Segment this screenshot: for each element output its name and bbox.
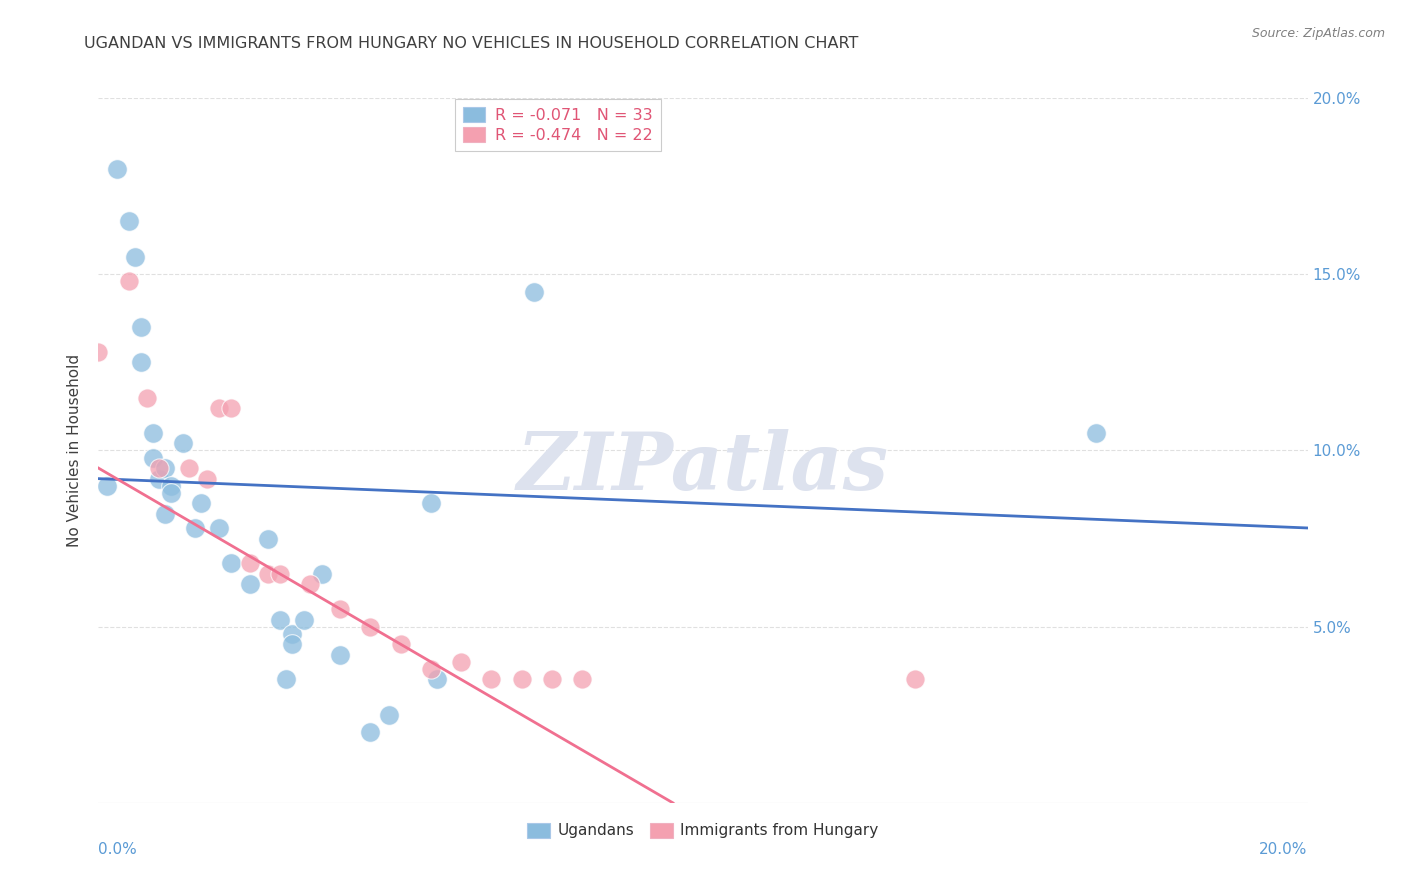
Y-axis label: No Vehicles in Household: No Vehicles in Household [67, 354, 83, 547]
Point [420, 662, 443, 676]
Point [172, 436, 194, 450]
Point [389, 637, 412, 651]
Point [118, 214, 141, 228]
Point [148, 461, 170, 475]
Point [540, 673, 562, 687]
Point [179, 461, 201, 475]
Text: 20.0%: 20.0% [1260, 841, 1308, 856]
Point [96, 478, 118, 492]
Point [450, 655, 472, 669]
Point [153, 461, 176, 475]
Point [329, 648, 352, 662]
Point [256, 566, 278, 581]
Point [377, 707, 399, 722]
Point [160, 485, 183, 500]
Point [105, 161, 128, 176]
Point [208, 521, 231, 535]
Point [360, 725, 382, 739]
Point [426, 673, 449, 687]
Point [129, 320, 152, 334]
Point [142, 450, 165, 465]
Point [523, 285, 546, 299]
Point [160, 478, 183, 492]
Point [571, 673, 593, 687]
Point [208, 401, 231, 416]
Legend: Ugandans, Immigrants from Hungary: Ugandans, Immigrants from Hungary [522, 817, 884, 845]
Point [269, 613, 291, 627]
Text: ZIPatlas: ZIPatlas [517, 429, 889, 507]
Point [129, 355, 152, 369]
Point [184, 521, 207, 535]
Text: UGANDAN VS IMMIGRANTS FROM HUNGARY NO VEHICLES IN HOUSEHOLD CORRELATION CHART: UGANDAN VS IMMIGRANTS FROM HUNGARY NO VE… [84, 36, 859, 51]
Point [239, 577, 262, 591]
Point [135, 391, 157, 405]
Point [481, 673, 503, 687]
Point [190, 496, 212, 510]
Point [329, 602, 352, 616]
Point [221, 401, 243, 416]
Point [239, 556, 262, 570]
Point [311, 566, 333, 581]
Point [292, 613, 315, 627]
Point [142, 425, 165, 440]
Point [510, 673, 533, 687]
Point [1085, 425, 1108, 440]
Point [153, 507, 176, 521]
Point [87, 344, 110, 359]
Point [221, 556, 243, 570]
Text: Source: ZipAtlas.com: Source: ZipAtlas.com [1251, 27, 1385, 40]
Point [124, 250, 146, 264]
Text: 0.0%: 0.0% [98, 841, 138, 856]
Point [195, 472, 218, 486]
Point [256, 532, 278, 546]
Point [269, 566, 291, 581]
Point [118, 274, 141, 288]
Point [420, 496, 443, 510]
Point [281, 626, 304, 640]
Point [274, 673, 297, 687]
Point [281, 637, 304, 651]
Point [904, 673, 927, 687]
Point [299, 577, 322, 591]
Point [360, 619, 382, 633]
Point [148, 472, 170, 486]
